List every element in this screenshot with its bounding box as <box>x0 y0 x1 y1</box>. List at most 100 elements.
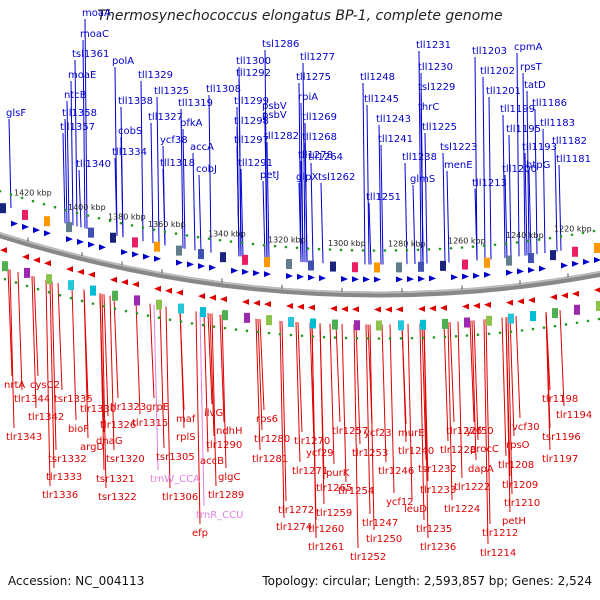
leader-line <box>159 305 165 449</box>
leader-line <box>442 152 446 263</box>
gene-label-tlr1222: tlr1222 <box>454 482 490 493</box>
gene-label-tlr1330: tlr1330 <box>80 404 116 415</box>
gene-label-ycf29: ycf29 <box>306 448 334 459</box>
track-guide-dot <box>432 336 436 339</box>
forward-gene-arrow <box>429 275 436 282</box>
feature-category-block <box>376 320 382 331</box>
track-guide-dot <box>443 335 447 339</box>
gene-label-tll1186: tll1186 <box>532 98 567 109</box>
gene-label-tll1329: tll1329 <box>138 70 173 81</box>
reverse-gene-arrow <box>198 293 205 300</box>
leader-line <box>221 314 227 469</box>
leader-line <box>404 162 408 265</box>
track-guide-dot <box>339 248 343 252</box>
track-guide-dot <box>493 243 497 247</box>
feature-category-block <box>176 245 182 256</box>
gene-label-glgC: glgC <box>218 472 240 483</box>
gene-label-tsl1361: tsl1361 <box>72 49 109 60</box>
feature-category-block <box>420 319 426 330</box>
leader-line <box>554 146 558 252</box>
leader-line <box>264 120 268 260</box>
leader-line <box>482 76 486 260</box>
gene-label-tll1300: tll1300 <box>236 56 271 67</box>
gene-label-tll1241: tll1241 <box>378 134 413 145</box>
track-guide-dot <box>581 231 585 235</box>
track-guide-dot <box>157 316 161 320</box>
gene-label-tll1245: tll1245 <box>364 94 399 105</box>
leader-line <box>501 317 507 457</box>
track-guide-dot <box>454 334 458 338</box>
forward-gene-arrow <box>297 273 304 280</box>
track-guide-dot <box>42 202 46 206</box>
top-gene-labels: moaA moaC tsl1361 moaE ntcB glsF tll1358 tll135… <box>6 8 591 203</box>
forward-gene-arrow <box>308 274 315 281</box>
reverse-gene-arrow <box>297 303 304 310</box>
reverse-gene-arrow <box>66 266 73 273</box>
gene-label-tlr1250: tlr1250 <box>366 534 402 545</box>
gene-label-glsF: glsF <box>6 108 26 119</box>
track-guide-dot <box>350 248 354 252</box>
gene-label-tll1318: tll1318 <box>160 158 195 169</box>
feature-category-block <box>134 295 140 306</box>
forward-gene-arrow <box>374 276 381 283</box>
scale-tick-label: 1420 kbp <box>14 189 52 198</box>
gene-label-tll1357: tll1357 <box>60 122 95 133</box>
gene-label-tll1334: tll1334 <box>112 147 147 158</box>
track-guide-dot <box>295 246 299 250</box>
reverse-gene-arrow <box>418 305 425 312</box>
forward-gene-arrow <box>264 271 271 278</box>
feature-category-block <box>220 252 226 263</box>
feature-category-block <box>550 250 556 261</box>
track-guide-dot <box>383 249 387 252</box>
feature-category-block <box>508 313 514 324</box>
gene-label-ilvG: ilvG <box>204 408 223 419</box>
gene-label-trnW_CCA: trnW_CCA <box>150 474 200 485</box>
gene-label-tlr1246: tlr1246 <box>378 466 414 477</box>
track-guide-dot <box>322 335 326 339</box>
reverse-gene-arrow <box>253 300 260 307</box>
reverse-gene-arrow <box>429 305 436 312</box>
leader-line <box>207 313 213 405</box>
leader-line <box>488 96 492 260</box>
gene-label-tlr1336: tlr1336 <box>42 490 78 501</box>
leader-line <box>84 18 88 229</box>
track-guide-dot <box>251 242 255 246</box>
forward-gene-arrow <box>132 251 139 258</box>
reverse-gene-arrow <box>165 287 172 294</box>
gene-label-tsl1223: tsl1223 <box>440 142 477 153</box>
leader-line <box>341 324 347 483</box>
gene-label-tll1230: tll1230 <box>418 62 453 73</box>
leader-line <box>182 128 186 249</box>
leader-line <box>412 184 416 264</box>
track-guide-dot <box>399 337 403 340</box>
track-guide-dot <box>234 328 238 331</box>
forward-gene-arrow <box>396 276 403 283</box>
leader-line <box>534 108 538 255</box>
reverse-gene-arrow <box>385 306 392 313</box>
leader-line <box>45 279 51 487</box>
track-guide-dot <box>394 249 398 252</box>
gene-label-accA: accA <box>190 142 214 153</box>
leader-line <box>198 174 202 252</box>
track-guide-dot <box>75 211 79 215</box>
gene-label-tll1225: tll1225 <box>422 122 457 133</box>
feature-category-block <box>286 259 292 270</box>
leader-line <box>78 169 82 228</box>
gene-label-thrC: thrC <box>418 102 439 113</box>
leader-line <box>545 312 551 451</box>
gene-label-ycf38: ycf38 <box>160 135 188 146</box>
feature-category-block <box>2 261 8 272</box>
gene-label-ycf23: ycf23 <box>364 428 392 439</box>
gene-label-tlr1315: tlr1315 <box>132 418 168 429</box>
track-guide-dot <box>245 329 249 333</box>
reverse-gene-arrow <box>506 299 513 306</box>
gene-label-tlr1270: tlr1270 <box>294 436 330 447</box>
leader-line <box>135 301 141 415</box>
track-guide-dot <box>86 214 90 217</box>
gene-label-tll1203: tll1203 <box>472 46 507 57</box>
gene-label-tatD: tatD <box>524 80 546 91</box>
leader-line <box>542 128 546 254</box>
leader-line <box>113 296 119 399</box>
gene-label-rps6: rps6 <box>256 414 278 425</box>
track-guide-dot <box>542 326 546 329</box>
